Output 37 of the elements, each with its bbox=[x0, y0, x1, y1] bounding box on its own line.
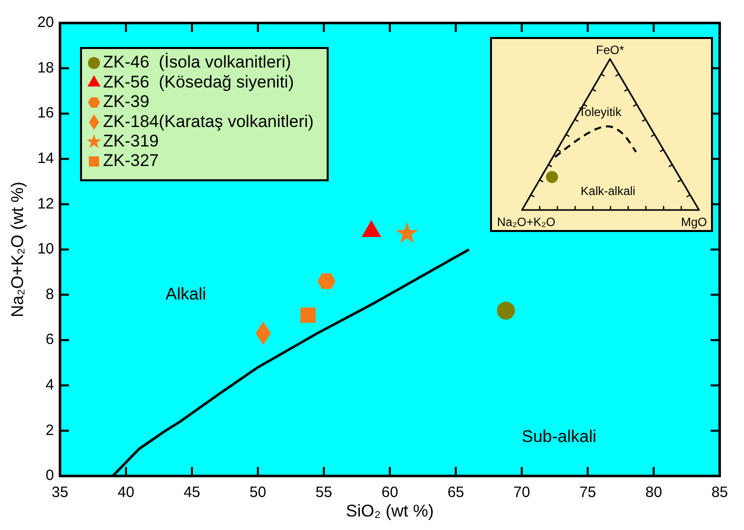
x-tick-label: 35 bbox=[52, 484, 68, 502]
legend-label: ZK-327 bbox=[103, 151, 159, 170]
legend-label: ZK-46 (İsola volkanitleri) bbox=[103, 52, 292, 72]
x-tick-label: 75 bbox=[579, 484, 596, 502]
x-tick-label: 80 bbox=[645, 484, 662, 502]
y-tick-label: 2 bbox=[46, 422, 54, 439]
y-tick-label: 18 bbox=[37, 59, 54, 76]
x-tick-label: 55 bbox=[316, 484, 332, 502]
y-tick-label: 20 bbox=[37, 14, 54, 32]
y-tick-label: 14 bbox=[37, 150, 54, 168]
y-axis-title: Na₂O+K₂O (wt %) bbox=[8, 182, 27, 318]
x-tick-label: 45 bbox=[184, 484, 200, 502]
annotation: Toleyitik bbox=[578, 105, 622, 119]
y-tick-label: 12 bbox=[37, 195, 54, 212]
x-tick-label: 60 bbox=[381, 484, 398, 502]
y-tick-label: 16 bbox=[37, 104, 54, 122]
x-tick-label: 85 bbox=[711, 484, 728, 502]
y-tick-label: 10 bbox=[37, 240, 54, 258]
y-tick-label: 8 bbox=[46, 286, 54, 303]
annotation: Sub-alkali bbox=[522, 427, 596, 446]
annotation: Na₂O+K₂O bbox=[497, 215, 556, 229]
x-tick-label: 70 bbox=[513, 484, 530, 502]
legend-label: ZK-39 bbox=[103, 92, 150, 112]
x-axis-title: SiO₂ (wt %) bbox=[346, 501, 434, 520]
legend-label: ZK-319 bbox=[103, 131, 159, 150]
x-tick-label: 50 bbox=[250, 484, 266, 502]
legend-label: ZK-184(Karataş volkanitleri) bbox=[103, 112, 314, 131]
x-tick-label: 40 bbox=[118, 484, 134, 502]
x-tick-label: 65 bbox=[447, 484, 464, 502]
annotation: Kalk-alkali bbox=[580, 184, 636, 198]
annotation: FeO* bbox=[596, 43, 624, 57]
annotation: Alkali bbox=[166, 284, 206, 304]
legend-label: ZK-56 (Kösedağ siyeniti) bbox=[103, 72, 294, 92]
y-tick-label: 0 bbox=[46, 467, 54, 484]
annotation: MgO bbox=[680, 215, 707, 229]
y-tick-label: 4 bbox=[46, 376, 54, 394]
y-tick-label: 6 bbox=[46, 331, 54, 348]
